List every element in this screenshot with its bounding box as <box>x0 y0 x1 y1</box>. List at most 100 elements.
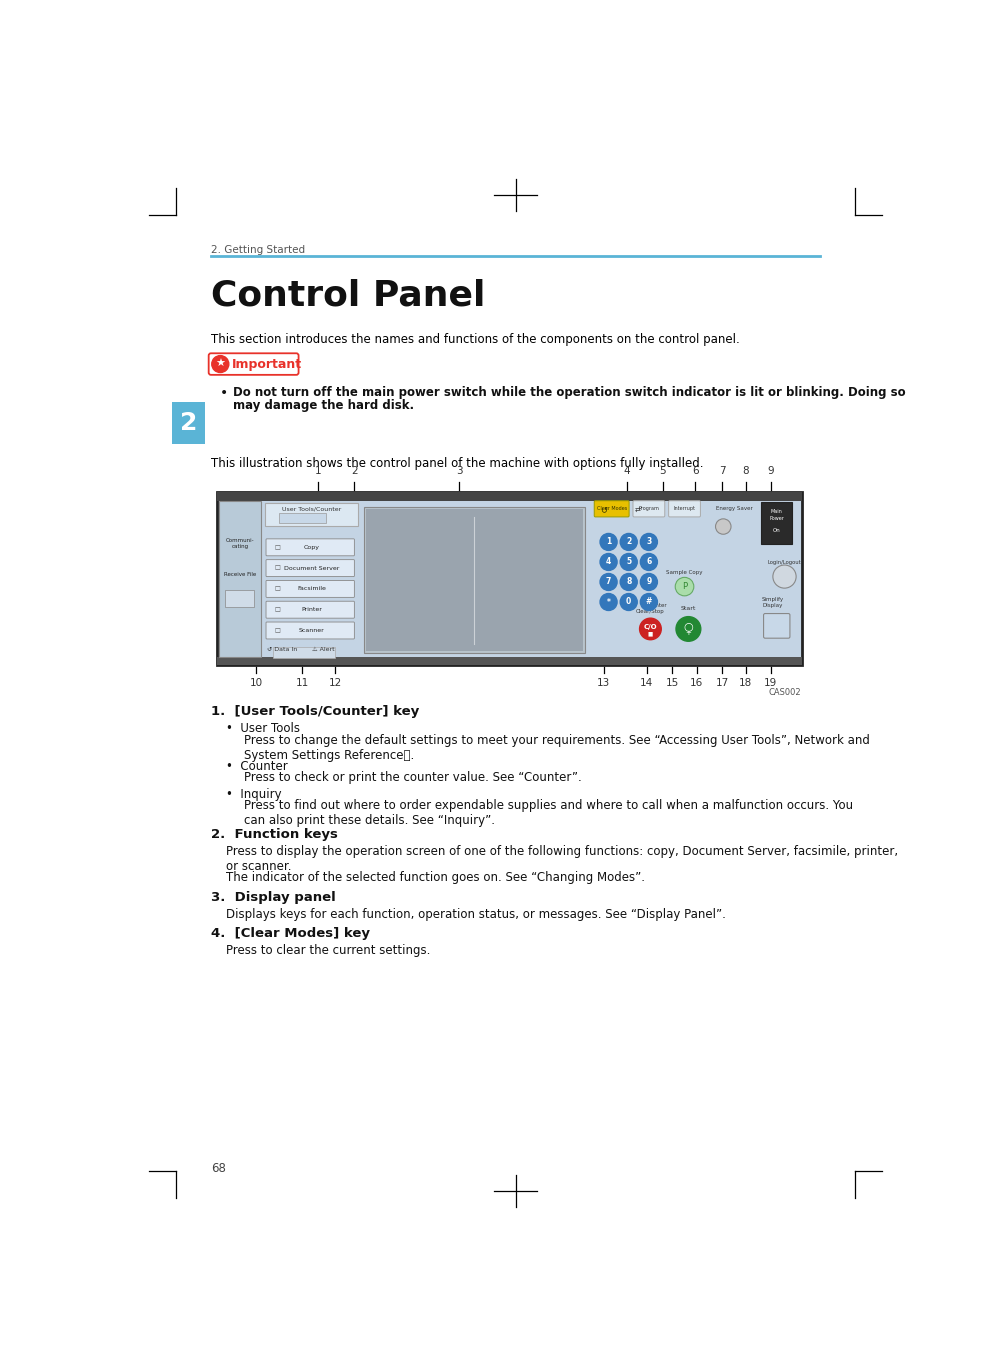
Circle shape <box>641 553 657 571</box>
FancyBboxPatch shape <box>595 501 629 517</box>
Text: Enter: Enter <box>653 602 667 608</box>
Circle shape <box>621 594 637 611</box>
Text: Energy Saver: Energy Saver <box>715 506 752 510</box>
Text: •  Inquiry: • Inquiry <box>226 788 282 801</box>
Text: 4.  [Clear Modes] key: 4. [Clear Modes] key <box>211 927 370 940</box>
Text: 9: 9 <box>768 466 774 476</box>
Text: ↺ Data In: ↺ Data In <box>267 648 297 652</box>
Text: 5: 5 <box>626 557 632 567</box>
Bar <box>364 508 584 653</box>
Bar <box>217 493 802 501</box>
Text: 16: 16 <box>690 678 703 689</box>
Text: Press to clear the current settings.: Press to clear the current settings. <box>226 944 431 956</box>
Text: Communi-
cating: Communi- cating <box>225 538 255 549</box>
Text: 18: 18 <box>739 678 752 689</box>
Text: 13: 13 <box>598 678 611 689</box>
Text: ↺: ↺ <box>600 506 607 514</box>
Text: Power: Power <box>770 516 785 520</box>
Text: 2. Getting Started: 2. Getting Started <box>211 246 305 255</box>
Text: 1: 1 <box>315 466 321 476</box>
Text: •: • <box>220 387 228 401</box>
Text: 3.  Display panel: 3. Display panel <box>211 890 336 904</box>
Text: User Tools/Counter: User Tools/Counter <box>282 506 341 512</box>
Text: □: □ <box>275 608 281 612</box>
Text: □: □ <box>275 586 281 591</box>
Text: Document Server: Document Server <box>284 565 339 571</box>
Circle shape <box>600 594 617 611</box>
Text: *: * <box>607 597 611 606</box>
Text: Clear/Stop: Clear/Stop <box>636 609 665 613</box>
Text: Do not turn off the main power switch while the operation switch indicator is li: Do not turn off the main power switch wh… <box>232 387 905 399</box>
Circle shape <box>212 355 228 373</box>
Circle shape <box>773 565 796 589</box>
FancyBboxPatch shape <box>266 622 354 639</box>
Text: 68: 68 <box>211 1162 226 1174</box>
Text: Program: Program <box>639 506 659 512</box>
Text: 6: 6 <box>692 466 699 476</box>
FancyBboxPatch shape <box>266 560 354 576</box>
Text: Simplify
Display: Simplify Display <box>762 597 784 608</box>
FancyBboxPatch shape <box>764 613 790 638</box>
Text: ■: ■ <box>648 632 653 637</box>
Text: Facsimile: Facsimile <box>298 586 326 591</box>
Text: 7: 7 <box>606 578 612 586</box>
Text: Press to display the operation screen of one of the following functions: copy, D: Press to display the operation screen of… <box>226 845 898 874</box>
Text: 2: 2 <box>351 466 358 476</box>
Text: Press to find out where to order expendable supplies and where to call when a ma: Press to find out where to order expenda… <box>243 799 853 827</box>
Text: 4: 4 <box>606 557 612 567</box>
Text: 3: 3 <box>456 466 463 476</box>
Circle shape <box>600 534 617 550</box>
Circle shape <box>621 573 637 590</box>
Circle shape <box>676 616 701 641</box>
Text: Copy: Copy <box>304 545 320 550</box>
Text: This illustration shows the control panel of the machine with options fully inst: This illustration shows the control pane… <box>211 457 703 471</box>
Text: 12: 12 <box>328 678 342 689</box>
Text: □: □ <box>275 628 281 632</box>
Text: 7: 7 <box>719 466 725 476</box>
Text: 2: 2 <box>180 412 197 435</box>
Circle shape <box>641 594 657 611</box>
Text: ⇄: ⇄ <box>635 508 641 513</box>
Text: Important: Important <box>232 358 302 370</box>
Text: CAS002: CAS002 <box>769 689 802 697</box>
Text: C/O: C/O <box>644 624 657 630</box>
Text: Press to change the default settings to meet your requirements. See “Accessing U: Press to change the default settings to … <box>243 734 869 761</box>
Bar <box>273 648 335 659</box>
Text: 3: 3 <box>646 538 652 546</box>
Text: +: + <box>685 630 691 635</box>
Text: ○: ○ <box>683 622 693 631</box>
Bar <box>280 513 326 523</box>
Text: 17: 17 <box>716 678 729 689</box>
Text: The indicator of the selected function goes on. See “Changing Modes”.: The indicator of the selected function g… <box>226 871 646 885</box>
Bar <box>366 509 583 652</box>
Text: 0: 0 <box>626 597 632 606</box>
Text: •  User Tools: • User Tools <box>226 722 301 735</box>
FancyBboxPatch shape <box>669 501 700 517</box>
Text: Control Panel: Control Panel <box>211 279 485 313</box>
Text: •  Counter: • Counter <box>226 760 289 772</box>
Bar <box>266 502 358 525</box>
Circle shape <box>640 619 661 639</box>
Text: P: P <box>682 582 687 591</box>
Bar <box>172 402 205 445</box>
Text: 8: 8 <box>742 466 749 476</box>
FancyBboxPatch shape <box>633 501 665 517</box>
Text: Press to check or print the counter value. See “Counter”.: Press to check or print the counter valu… <box>243 771 581 785</box>
Text: Main: Main <box>771 509 783 514</box>
Text: Sample Copy: Sample Copy <box>666 569 703 575</box>
Text: 6: 6 <box>646 557 652 567</box>
Text: may damage the hard disk.: may damage the hard disk. <box>232 399 413 412</box>
Text: ⚠ Alert: ⚠ Alert <box>312 648 334 652</box>
Text: 1.  [User Tools/Counter] key: 1. [User Tools/Counter] key <box>211 705 420 718</box>
Text: Start: Start <box>681 605 696 611</box>
Text: □: □ <box>275 565 281 571</box>
Text: Receive File: Receive File <box>224 572 257 576</box>
Bar <box>225 590 255 606</box>
FancyBboxPatch shape <box>217 493 802 665</box>
FancyBboxPatch shape <box>266 601 354 619</box>
Text: This section introduces the names and functions of the components on the control: This section introduces the names and fu… <box>211 332 739 346</box>
Text: On: On <box>773 528 781 532</box>
Text: Scanner: Scanner <box>299 628 325 632</box>
Circle shape <box>641 534 657 550</box>
Text: #: # <box>646 597 652 606</box>
